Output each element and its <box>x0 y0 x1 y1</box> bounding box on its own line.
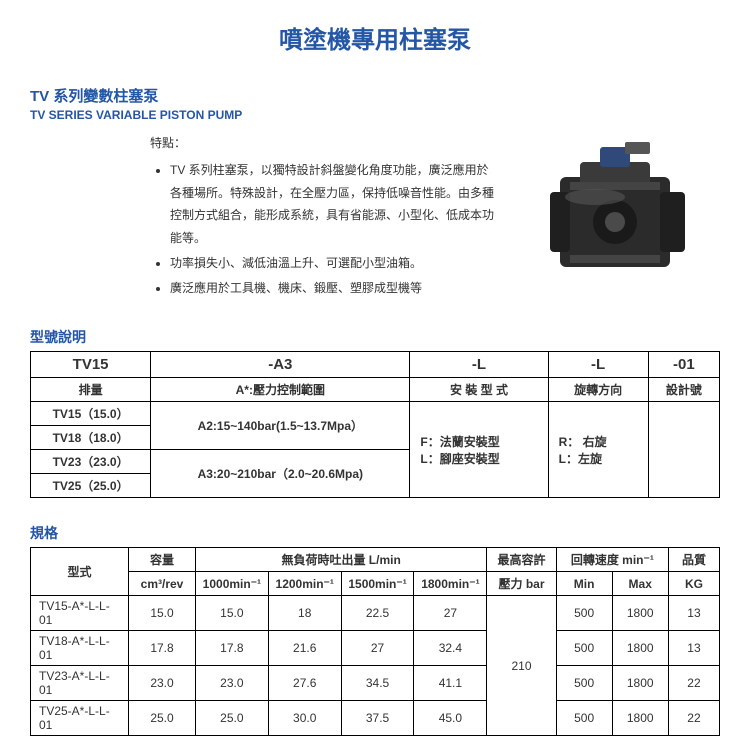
spec-head-speed-max: Max <box>612 572 668 596</box>
pressure-range-cell: A3:20~210bar（2.0~20.6Mpa) <box>151 450 410 498</box>
feature-item: TV 系列柱塞泵，以獨特設計斜盤變化角度功能，廣泛應用於各種場所。特殊設計，在全… <box>170 159 500 250</box>
spec-head-speed: 回轉速度 min⁻¹ <box>556 548 668 572</box>
spec-flow: 41.1 <box>414 666 487 701</box>
spec-head-flow-col: 1000min⁻¹ <box>195 572 268 596</box>
table-row: TV25-A*-L-L-01 25.0 25.0 30.0 37.5 45.0 … <box>31 701 720 736</box>
spec-speed-min: 500 <box>556 631 612 666</box>
spec-table: 型式 容量 無負荷時吐出量 L/min 最高容許 回轉速度 min⁻¹ 品質 c… <box>30 547 720 736</box>
rotation-cell: R： 右旋 L：左旋 <box>548 402 648 498</box>
spec-flow: 27.6 <box>268 666 341 701</box>
spec-flow: 45.0 <box>414 701 487 736</box>
model-head-cell: -01 <box>648 352 719 378</box>
spec-section-title: 規格 <box>30 523 720 543</box>
spec-flow: 27 <box>414 596 487 631</box>
spec-weight: 13 <box>668 631 719 666</box>
displacement-cell: TV25（25.0） <box>31 474 151 498</box>
spec-flow: 23.0 <box>195 666 268 701</box>
spec-flow: 15.0 <box>195 596 268 631</box>
spec-flow: 17.8 <box>195 631 268 666</box>
model-label-cell: 排量 <box>31 378 151 402</box>
spec-cap: 23.0 <box>129 666 196 701</box>
spec-head-flow-col: 1200min⁻¹ <box>268 572 341 596</box>
pressure-range-cell: A2:15~140bar(1.5~13.7Mpa） <box>151 402 410 450</box>
spec-speed-max: 1800 <box>612 701 668 736</box>
spec-flow: 34.5 <box>341 666 414 701</box>
page-title: 噴塗機專用柱塞泵 <box>30 20 720 55</box>
table-row: TV15 -A3 -L -L -01 <box>31 352 720 378</box>
spec-speed-min: 500 <box>556 596 612 631</box>
spec-head-speed-min: Min <box>556 572 612 596</box>
spec-head-maxp2: 壓力 bar <box>487 572 556 596</box>
spec-flow: 37.5 <box>341 701 414 736</box>
spec-head-weight: 品質 <box>668 548 719 572</box>
spec-head-flow: 無負荷時吐出量 L/min <box>195 548 486 572</box>
intro-block: 特點： TV 系列柱塞泵，以獨特設計斜盤變化角度功能，廣泛應用於各種場所。特殊設… <box>30 132 720 302</box>
spec-speed-max: 1800 <box>612 631 668 666</box>
spec-model: TV25-A*-L-L-01 <box>31 701 129 736</box>
spec-head-cap: 容量 <box>129 548 196 572</box>
displacement-cell: TV18（18.0） <box>31 426 151 450</box>
model-head-cell: -A3 <box>151 352 410 378</box>
spec-head-maxp: 最高容許 <box>487 548 556 572</box>
table-row: 排量 A*:壓力控制範圍 安 裝 型 式 旋轉方向 設計號 <box>31 378 720 402</box>
spec-weight: 22 <box>668 666 719 701</box>
features-label: 特點： <box>150 132 500 155</box>
spec-weight: 13 <box>668 596 719 631</box>
model-label-cell: A*:壓力控制範圍 <box>151 378 410 402</box>
series-title-zh: TV 系列變數柱塞泵 <box>30 85 720 106</box>
spec-cap: 15.0 <box>129 596 196 631</box>
table-row: TV15（15.0） A2:15~140bar(1.5~13.7Mpa） F：法… <box>31 402 720 426</box>
design-no-cell <box>648 402 719 498</box>
spec-cap: 17.8 <box>129 631 196 666</box>
spec-weight: 22 <box>668 701 719 736</box>
displacement-cell: TV15（15.0） <box>31 402 151 426</box>
spec-head-flow-col: 1500min⁻¹ <box>341 572 414 596</box>
table-row: 型式 容量 無負荷時吐出量 L/min 最高容許 回轉速度 min⁻¹ 品質 <box>31 548 720 572</box>
table-row: TV18-A*-L-L-01 17.8 17.8 21.6 27 32.4 50… <box>31 631 720 666</box>
series-title-en: TV SERIES VARIABLE PISTON PUMP <box>30 108 720 122</box>
table-row: cm³/rev 1000min⁻¹ 1200min⁻¹ 1500min⁻¹ 18… <box>31 572 720 596</box>
spec-head-flow-col: 1800min⁻¹ <box>414 572 487 596</box>
features-list: TV 系列柱塞泵，以獨特設計斜盤變化角度功能，廣泛應用於各種場所。特殊設計，在全… <box>150 159 500 300</box>
model-label-cell: 設計號 <box>648 378 719 402</box>
spec-maxp: 210 <box>487 596 556 736</box>
spec-speed-min: 500 <box>556 701 612 736</box>
model-label-cell: 安 裝 型 式 <box>410 378 548 402</box>
model-label-cell: 旋轉方向 <box>548 378 648 402</box>
spec-model: TV23-A*-L-L-01 <box>31 666 129 701</box>
table-row: TV15-A*-L-L-01 15.0 15.0 18 22.5 27 210 … <box>31 596 720 631</box>
spec-flow: 25.0 <box>195 701 268 736</box>
model-head-cell: TV15 <box>31 352 151 378</box>
model-table: TV15 -A3 -L -L -01 排量 A*:壓力控制範圍 安 裝 型 式 … <box>30 351 720 498</box>
spec-speed-max: 1800 <box>612 596 668 631</box>
spec-flow: 30.0 <box>268 701 341 736</box>
spec-flow: 32.4 <box>414 631 487 666</box>
pump-image <box>500 132 720 302</box>
spec-head-cap-unit: cm³/rev <box>129 572 196 596</box>
model-section-title: 型號說明 <box>30 327 720 347</box>
mount-type-cell: F：法蘭安裝型 L：腳座安裝型 <box>410 402 548 498</box>
spec-model: TV18-A*-L-L-01 <box>31 631 129 666</box>
spec-flow: 27 <box>341 631 414 666</box>
spec-head-weight-unit: KG <box>668 572 719 596</box>
model-head-cell: -L <box>548 352 648 378</box>
displacement-cell: TV23（23.0） <box>31 450 151 474</box>
spec-model: TV15-A*-L-L-01 <box>31 596 129 631</box>
spec-cap: 25.0 <box>129 701 196 736</box>
spec-head-model: 型式 <box>31 548 129 596</box>
spec-flow: 21.6 <box>268 631 341 666</box>
feature-item: 廣泛應用於工具機、機床、鍛壓、塑膠成型機等 <box>170 277 500 300</box>
spec-speed-min: 500 <box>556 666 612 701</box>
model-head-cell: -L <box>410 352 548 378</box>
table-row: TV23-A*-L-L-01 23.0 23.0 27.6 34.5 41.1 … <box>31 666 720 701</box>
spec-speed-max: 1800 <box>612 666 668 701</box>
spec-flow: 18 <box>268 596 341 631</box>
spec-flow: 22.5 <box>341 596 414 631</box>
features: 特點： TV 系列柱塞泵，以獨特設計斜盤變化角度功能，廣泛應用於各種場所。特殊設… <box>30 132 500 302</box>
feature-item: 功率損失小、減低油溫上升、可選配小型油箱。 <box>170 252 500 275</box>
